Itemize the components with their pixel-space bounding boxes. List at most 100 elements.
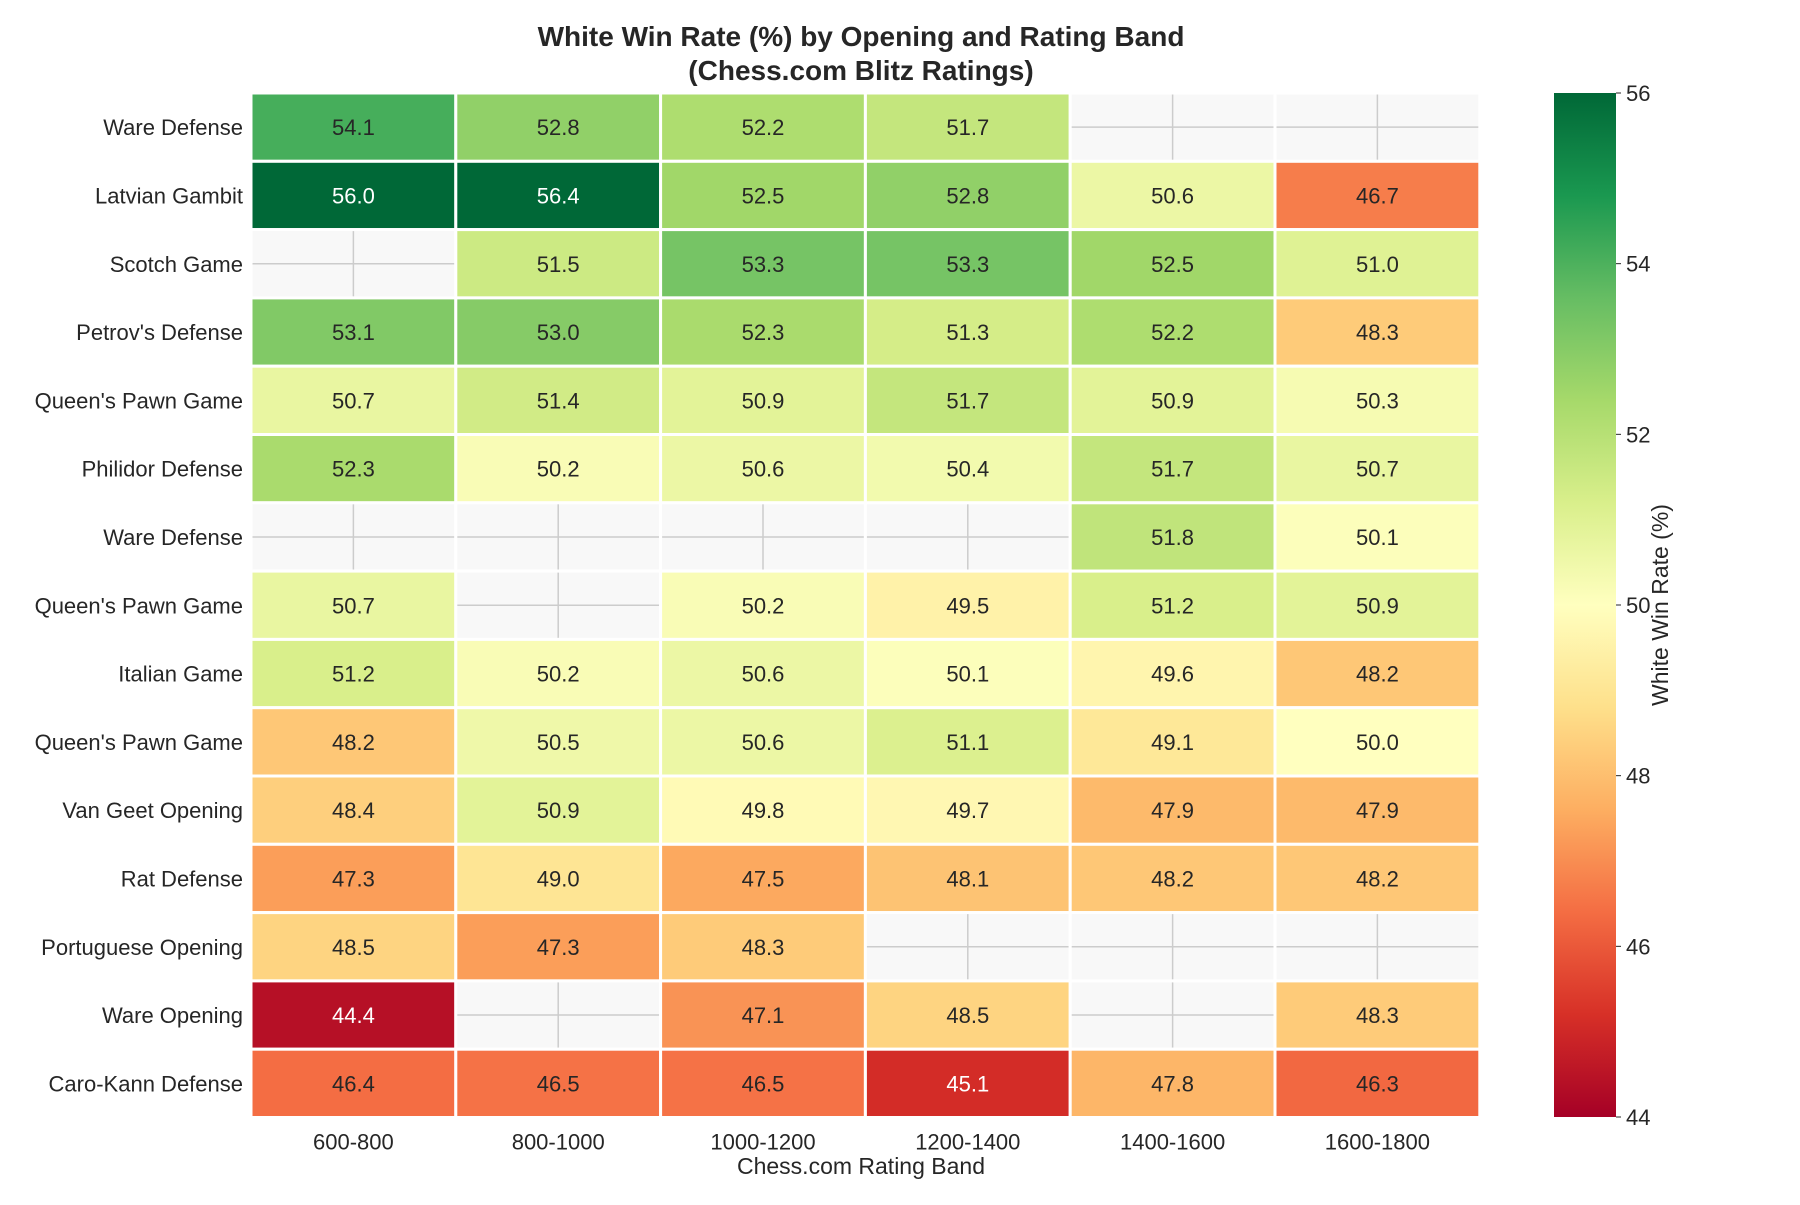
column-label: 600-800 — [313, 1130, 394, 1155]
cell-value-label: 51.5 — [537, 252, 580, 277]
cell-value-label: 46.5 — [742, 1071, 785, 1096]
heatmap-cell — [249, 637, 458, 710]
cell-value-label: 48.2 — [1356, 866, 1399, 891]
cell-value-label: 50.6 — [1151, 183, 1194, 208]
column-label: 800-1000 — [512, 1130, 605, 1155]
column-label: 1600-1800 — [1325, 1130, 1430, 1155]
cell-value-label: 48.1 — [946, 866, 989, 891]
cell-value-label: 52.8 — [946, 183, 989, 208]
heatmap-cell — [863, 842, 1072, 915]
cell-value-label: 47.3 — [332, 866, 375, 891]
colorbar-title: White Win Rate (%) — [1647, 504, 1673, 706]
cell-value-label: 50.2 — [537, 457, 580, 482]
heatmap-cell — [249, 706, 458, 778]
heatmap-cell — [249, 774, 458, 846]
cell-value-label: 52.2 — [1151, 320, 1194, 345]
heatmap-cell — [1273, 706, 1482, 778]
heatmap-cell — [454, 91, 663, 163]
heatmap-cell — [659, 364, 867, 437]
heatmap-cell — [863, 159, 1072, 232]
cell-value-label: 50.7 — [1356, 457, 1399, 482]
heatmap-cell — [659, 637, 867, 710]
heatmap-cell — [1273, 979, 1482, 1051]
cell-value-label: 48.2 — [1151, 866, 1194, 891]
cell-value-label: 46.7 — [1356, 183, 1399, 208]
row-label: Ware Defense — [103, 115, 243, 140]
colorbar-ticks: 44 46 48 50 52 54 56 — [1616, 81, 1650, 1130]
row-label: Italian Game — [118, 662, 243, 687]
row-label: Rat Defense — [121, 866, 243, 891]
column-labels: 600-800 800-1000 1000-1200 1200-1400 1400-16… — [313, 1130, 1430, 1155]
cell-value-label: 50.3 — [1356, 388, 1399, 413]
row-label: Queen's Pawn Game — [35, 388, 243, 413]
heatmap-cell — [863, 1047, 1072, 1119]
cell-value-label: 51.7 — [1151, 457, 1194, 482]
cell-value-label: 47.3 — [537, 935, 580, 960]
cell-value-label: 52.5 — [1151, 252, 1194, 277]
cell-value-label: 56.0 — [332, 183, 375, 208]
cell-value-label: 53.3 — [742, 252, 785, 277]
cell-value-label: 50.6 — [742, 457, 785, 482]
cell-value-label: 51.7 — [946, 115, 989, 140]
row-label: Queen's Pawn Game — [35, 730, 243, 755]
heatmap-cell — [863, 569, 1072, 641]
cell-value-label: 47.5 — [742, 866, 785, 891]
cell-value-label: 50.9 — [537, 798, 580, 823]
colorbar — [1554, 93, 1616, 1117]
heatmap-cell — [659, 433, 867, 505]
cell-value-label: 51.0 — [1356, 252, 1399, 277]
heatmap-cell — [454, 433, 663, 505]
cell-value-label: 50.7 — [332, 388, 375, 413]
row-labels: Ware Defense Latvian Gambit Scotch Game Pet… — [35, 115, 243, 1096]
cell-value-label: 48.3 — [742, 935, 785, 960]
cell-value-label: 47.8 — [1151, 1071, 1194, 1096]
heatmap-cell — [454, 774, 663, 846]
cell-value-label: 46.5 — [537, 1071, 580, 1096]
colorbar-tick-label: 46 — [1626, 934, 1650, 959]
column-label: 1400-1600 — [1120, 1130, 1225, 1155]
heatmap-cell — [659, 842, 867, 915]
heatmap-cell — [1273, 1047, 1482, 1119]
cell-value-label: 49.6 — [1151, 662, 1194, 687]
heatmap-cell — [659, 1047, 867, 1119]
heatmap-cell — [249, 91, 458, 163]
cell-value-label: 51.2 — [1151, 593, 1194, 618]
cell-value-label: 50.2 — [537, 662, 580, 687]
row-label: Queen's Pawn Game — [35, 593, 243, 618]
heatmap-cell — [1273, 364, 1482, 437]
cell-value-label: 45.1 — [946, 1071, 989, 1096]
cell-value-label: 51.2 — [332, 662, 375, 687]
row-label: Philidor Defense — [82, 457, 243, 482]
cell-value-label: 51.7 — [946, 388, 989, 413]
cell-value-label: 48.5 — [946, 1003, 989, 1028]
cell-value-label: 50.0 — [1356, 730, 1399, 755]
cell-value-label: 50.7 — [332, 593, 375, 618]
heatmap-cell — [249, 911, 458, 983]
row-label: Ware Opening — [102, 1003, 243, 1028]
cell-value-label: 47.9 — [1151, 798, 1194, 823]
cell-value-label: 50.9 — [1151, 388, 1194, 413]
heatmap-cell — [249, 433, 458, 505]
cell-value-label: 48.5 — [332, 935, 375, 960]
cell-value-label: 56.4 — [537, 183, 580, 208]
colorbar-tick-label: 54 — [1626, 252, 1650, 277]
heatmap-cell — [1273, 842, 1482, 915]
row-label: Petrov's Defense — [76, 320, 243, 345]
heatmap-cell — [659, 911, 867, 983]
heatmap-cell — [1273, 569, 1482, 641]
cell-value-label: 48.3 — [1356, 320, 1399, 345]
cell-value-label: 50.9 — [742, 388, 785, 413]
heatmap-cell — [454, 228, 663, 300]
cell-value-label: 46.3 — [1356, 1071, 1399, 1096]
colorbar-tick-label: 50 — [1626, 593, 1650, 618]
cell-value-label: 51.3 — [946, 320, 989, 345]
cell-value-label: 50.6 — [742, 662, 785, 687]
cell-value-label: 48.2 — [1356, 662, 1399, 687]
cell-value-label: 50.5 — [537, 730, 580, 755]
cell-value-label: 51.4 — [537, 388, 580, 413]
cell-value-label: 48.4 — [332, 798, 375, 823]
colorbar-tick-label: 44 — [1626, 1105, 1650, 1130]
row-label: Ware Defense — [103, 525, 243, 550]
cell-value-label: 52.2 — [742, 115, 785, 140]
row-label: Latvian Gambit — [95, 183, 243, 208]
